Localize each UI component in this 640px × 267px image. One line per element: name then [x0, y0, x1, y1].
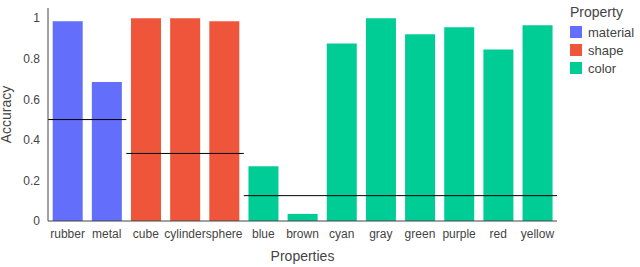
html-text:Property: Property — [570, 4, 623, 20]
svg-text:0.6: 0.6 — [23, 93, 40, 107]
svg-text:red: red — [490, 227, 507, 241]
svg-text:green: green — [405, 227, 436, 241]
svg-text:purple: purple — [442, 227, 476, 241]
svg-text:0.4: 0.4 — [23, 133, 40, 147]
svg-text:0: 0 — [33, 214, 40, 228]
html-text:color: color — [588, 60, 617, 76]
svg-text:0.8: 0.8 — [23, 52, 40, 66]
svg-text:gray: gray — [369, 227, 392, 241]
svg-text:Properties: Properties — [271, 248, 335, 264]
svg-text:blue: blue — [252, 227, 275, 241]
html-text:material: material — [588, 24, 635, 40]
svg-text:brown: brown — [286, 227, 319, 241]
svg-text:rubber: rubber — [50, 227, 85, 241]
html-text:shape: shape — [588, 42, 624, 58]
svg-text:cyan: cyan — [329, 227, 354, 241]
svg-text:sphere: sphere — [206, 227, 243, 241]
svg-text:1: 1 — [33, 11, 40, 25]
svg-text:cube: cube — [133, 227, 159, 241]
svg-text:metal: metal — [92, 227, 121, 241]
svg-text:0.2: 0.2 — [23, 174, 40, 188]
svg-text:Accuracy: Accuracy — [8, 86, 14, 144]
svg-text:cylinder: cylinder — [164, 227, 205, 241]
svg-text:yellow: yellow — [521, 227, 555, 241]
